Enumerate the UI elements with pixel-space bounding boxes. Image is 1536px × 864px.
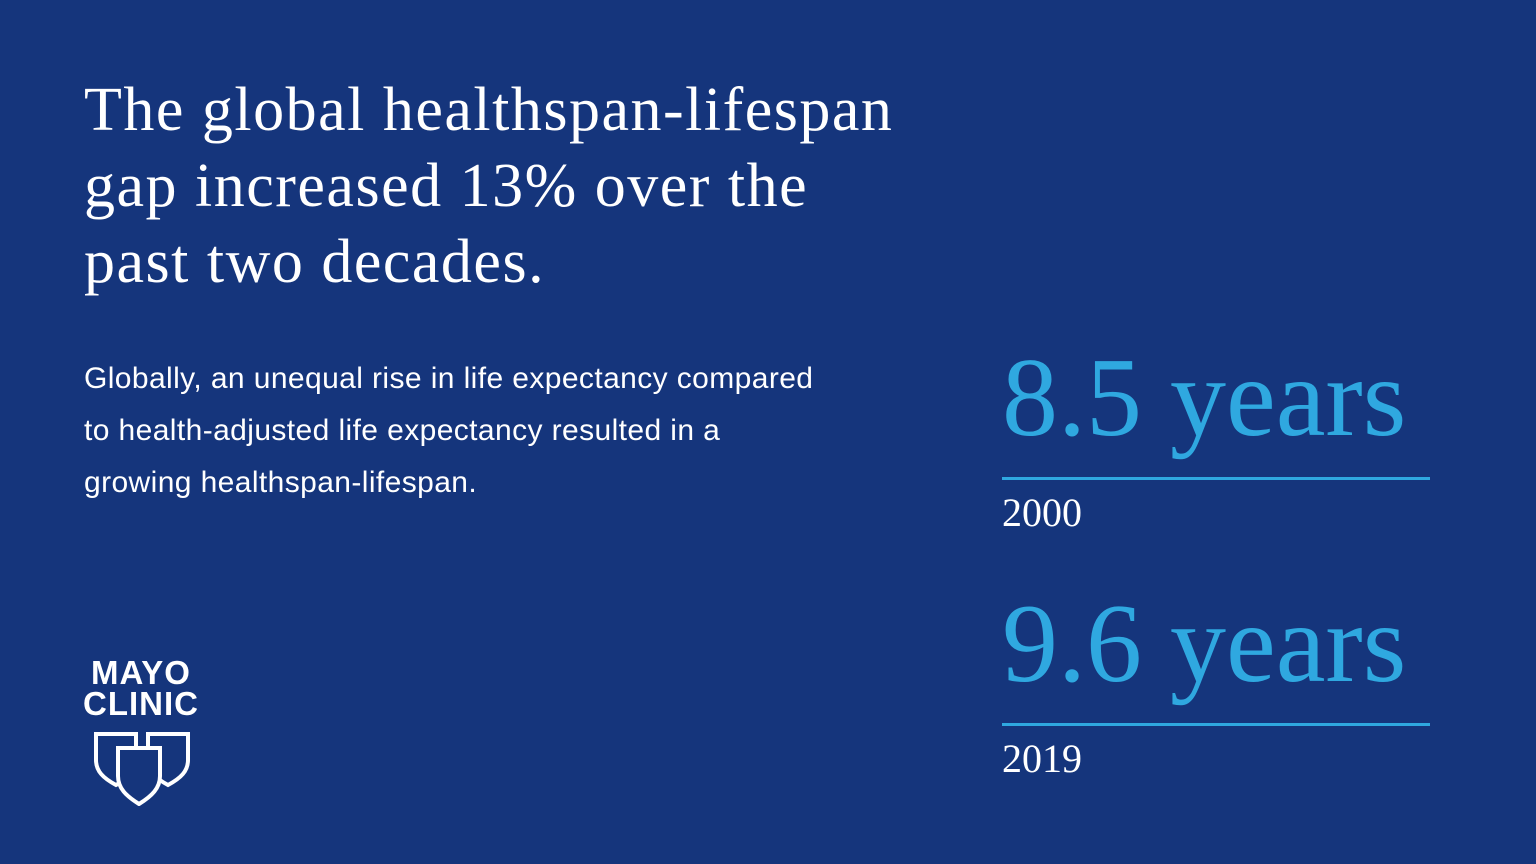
stat-2019-divider xyxy=(1002,723,1430,726)
headline-line-2: gap increased 13% over the xyxy=(84,152,809,220)
subtitle-line-3: growing healthspan-lifespan. xyxy=(84,466,478,499)
stat-2000-value: 8.5 years xyxy=(1002,336,1407,460)
subtitle-text: Globally, an unequal rise in life expect… xyxy=(84,353,813,509)
stat-2000-year: 2000 xyxy=(1002,490,1082,535)
mayo-triple-shield-icon xyxy=(94,732,190,806)
stat-2019: 9.6 years 2019 xyxy=(1002,582,1432,781)
subtitle-line-1: Globally, an unequal rise in life expect… xyxy=(84,362,814,395)
stat-2019-year: 2019 xyxy=(1002,736,1082,781)
stat-2019-value: 9.6 years xyxy=(1002,582,1407,706)
wordmark-line-mayo: MAYO xyxy=(91,654,191,691)
subtitle-line-2: to health-adjusted life expectancy resul… xyxy=(84,414,721,447)
wordmark-line-clinic: CLINIC xyxy=(83,685,199,722)
stat-2000: 8.5 years 2000 xyxy=(1002,336,1432,535)
headline-line-3: past two decades. xyxy=(84,228,546,296)
headline: The global healthspan-lifespan gap incre… xyxy=(84,72,893,300)
mayo-clinic-wordmark: MAYO CLINIC xyxy=(83,654,199,722)
headline-line-1: The global healthspan-lifespan xyxy=(84,76,894,144)
stat-2000-divider xyxy=(1002,477,1430,480)
